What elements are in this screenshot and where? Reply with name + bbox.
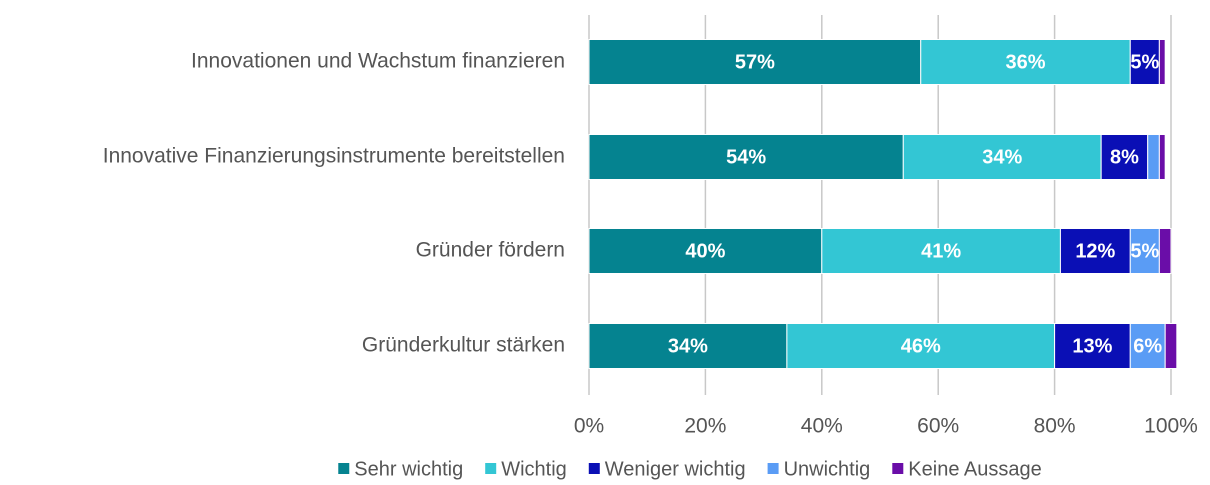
bar-segment [1129,228,1160,274]
legend-label: Keine Aussage [908,458,1041,480]
data-label: 54% [726,146,766,168]
bar-segment [1059,228,1131,274]
bar-segment [588,39,922,85]
legend-label: Sehr wichtig [354,458,463,480]
x-tick-label: 0% [574,415,604,438]
x-tick-label: 60% [917,415,959,438]
bar-segment [1158,134,1166,180]
legend-label: Weniger wichtig [605,458,746,480]
x-tick-label: 20% [684,415,726,438]
x-tick-label: 40% [801,415,843,438]
bar-segment [1129,323,1166,369]
data-label: 5% [1130,240,1159,262]
bar-segment [1164,323,1178,369]
bar-segment [1158,39,1166,85]
data-label: 34% [982,146,1022,168]
category-label: Gründerkultur stärken [362,334,565,357]
category-label: Innovationen und Wachstum finanzieren [191,50,565,73]
legend-swatch [338,463,350,474]
bar-segment [786,323,1056,369]
data-label: 12% [1075,240,1115,262]
legend-swatch [767,463,779,474]
bar-segment [588,228,823,274]
data-label: 6% [1133,335,1162,357]
bar-segment [902,134,1102,180]
legend-label: Unwichtig [784,458,871,480]
data-label: 46% [901,335,941,357]
data-label: 41% [921,240,961,262]
legend-swatch [485,463,497,474]
legend-label: Wichtig [501,458,567,480]
category-label: Innovative Finanzierungsinstrumente bere… [103,145,565,168]
bar-segment [1158,228,1172,274]
bar-segment [588,323,788,369]
data-label: 13% [1072,335,1112,357]
bar-segment [1147,134,1160,180]
data-label: 57% [735,51,775,73]
data-label: 40% [685,240,725,262]
bar-segment [821,228,1061,274]
data-label: 8% [1110,146,1139,168]
x-tick-label: 80% [1034,415,1076,438]
data-label: 34% [668,335,708,357]
category-label: Gründer fördern [416,239,565,262]
bar-segment [1054,323,1131,369]
legend-swatch [892,463,904,474]
legend-swatch [588,463,600,474]
x-tick-label: 100% [1144,415,1198,438]
bar-segment [1100,134,1149,180]
data-label: 5% [1130,51,1159,73]
bar-segment [588,134,904,180]
data-label: 36% [1005,51,1045,73]
